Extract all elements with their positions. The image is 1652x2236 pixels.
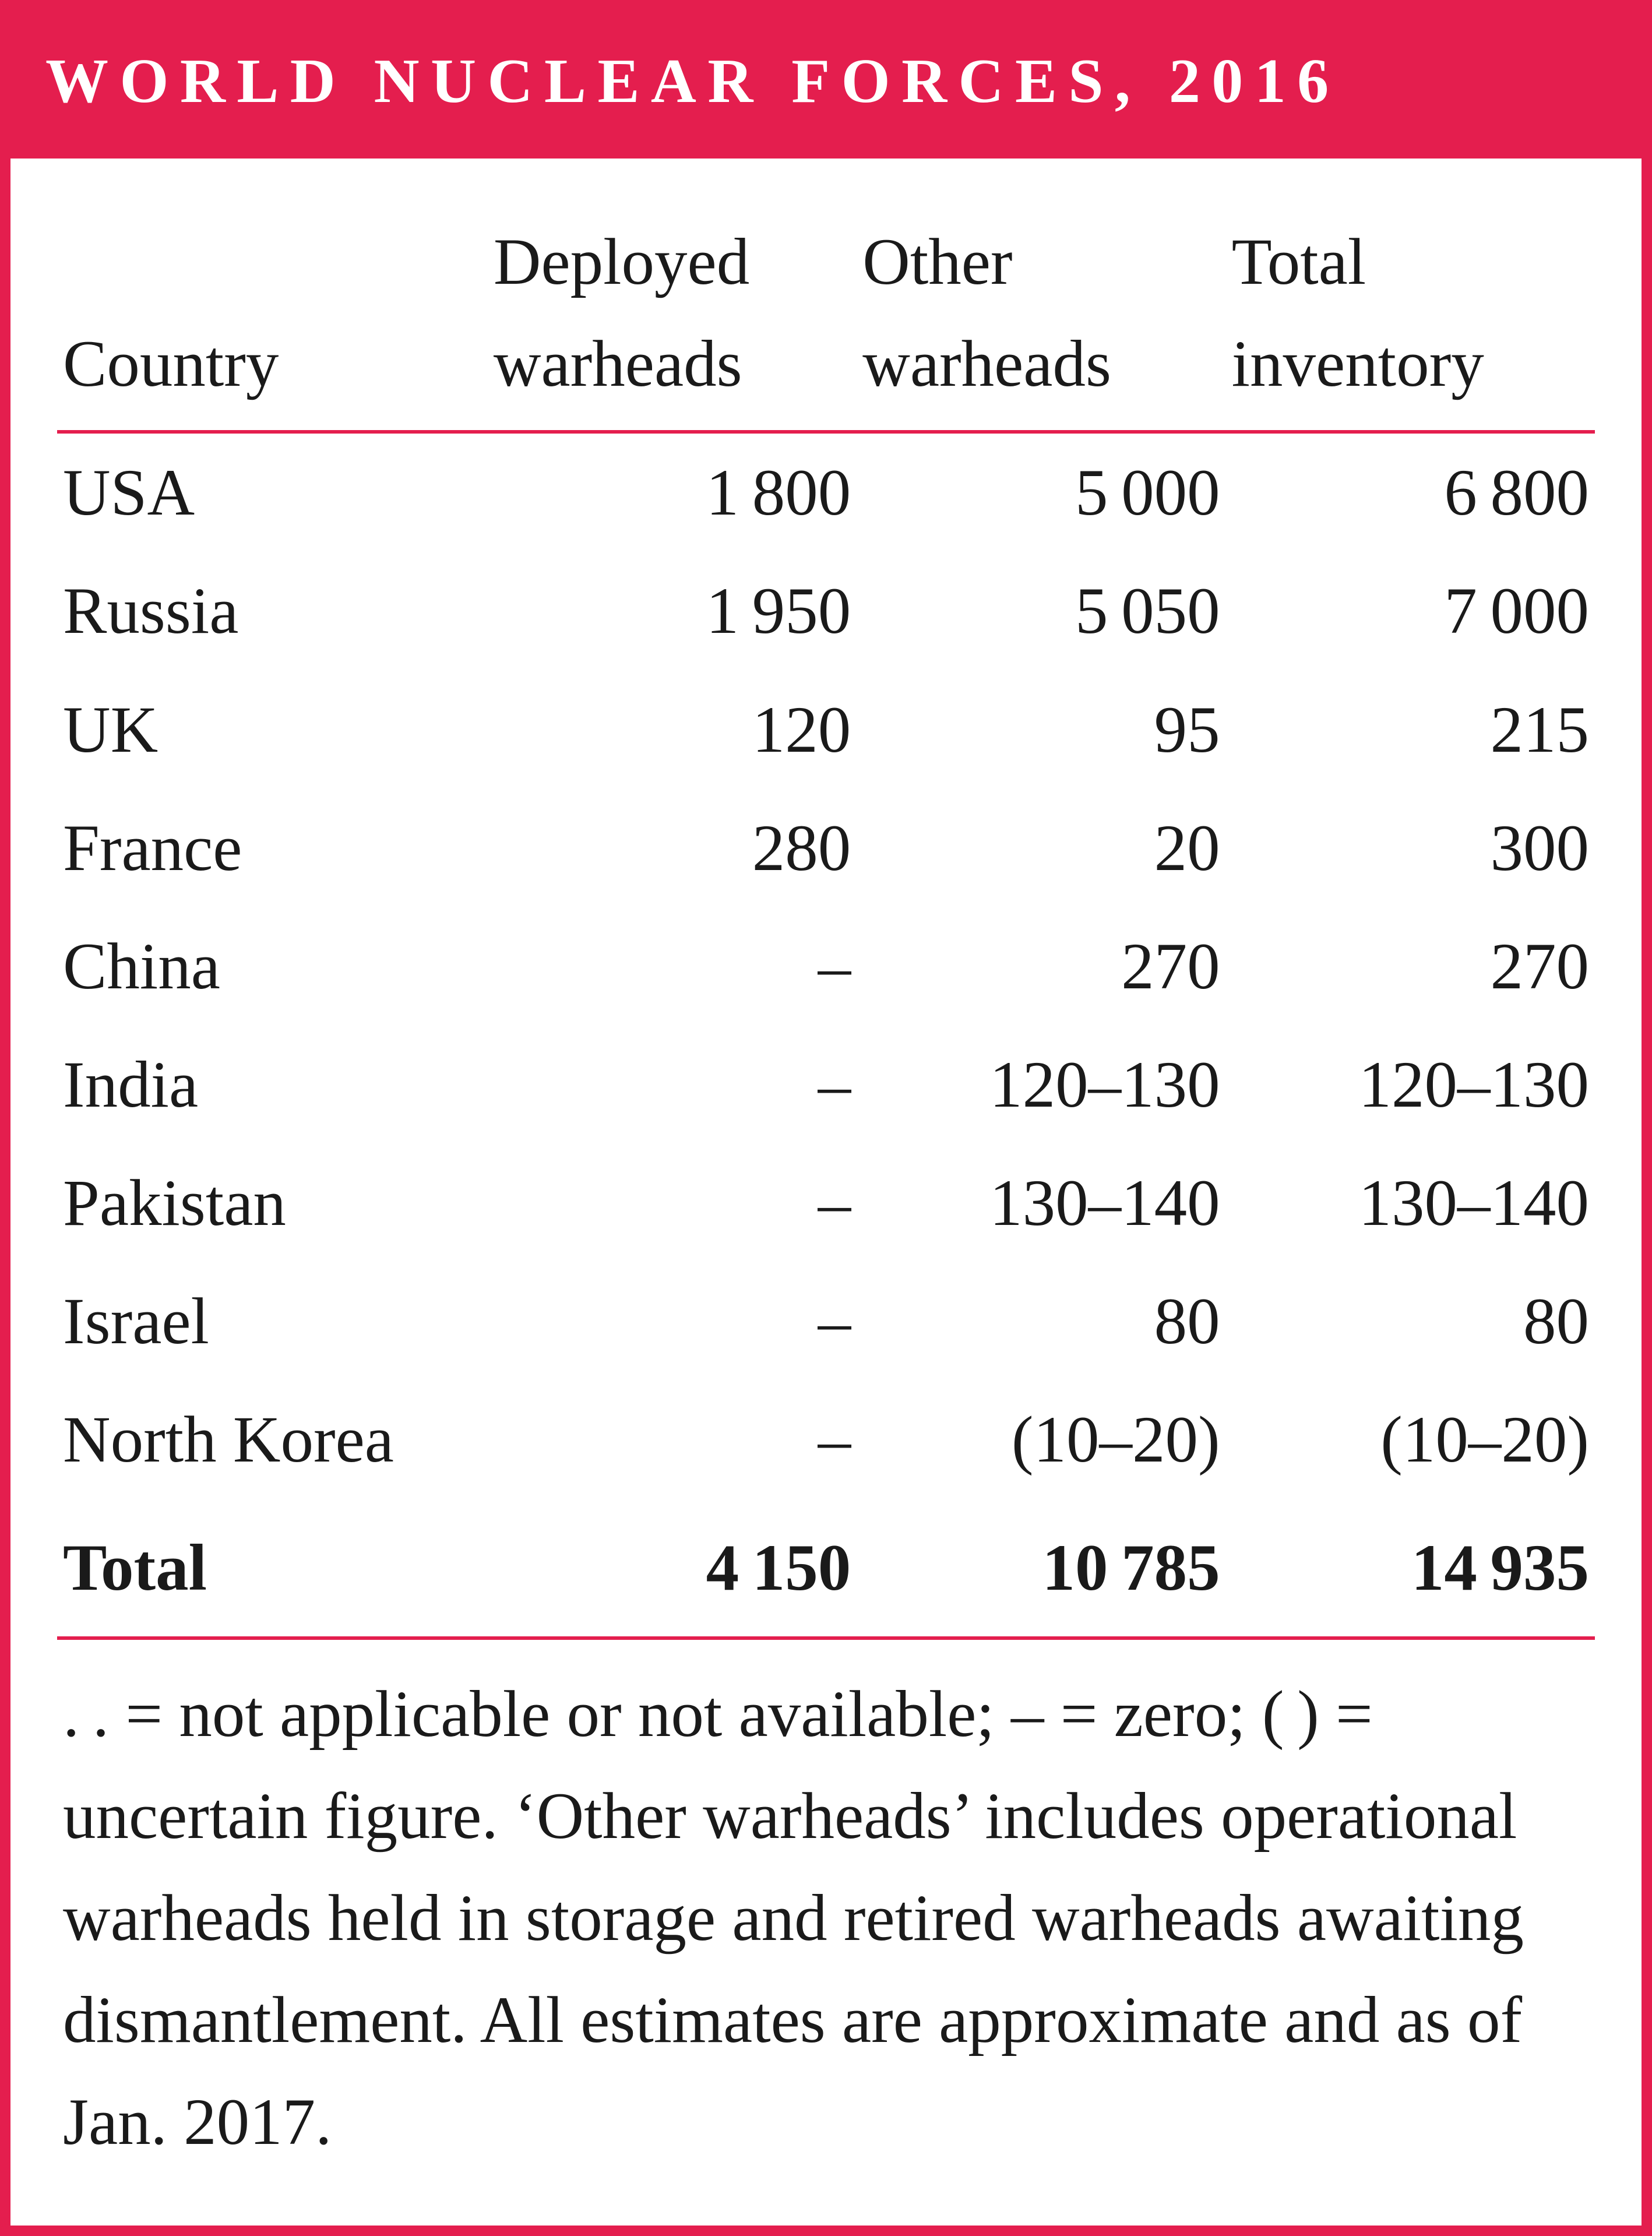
cell-total: 6 800	[1226, 432, 1595, 552]
cell-other: (10–20)	[857, 1381, 1225, 1499]
table-row: China – 270 270	[57, 907, 1595, 1026]
cell-country: China	[57, 907, 488, 1026]
table-row: Russia 1 950 5 050 7 000	[57, 552, 1595, 670]
nuclear-forces-table: Country Deployed warheads Other warheads…	[57, 205, 1595, 1640]
cell-country: Pakistan	[57, 1144, 488, 1262]
table-row: Pakistan – 130–140 130–140	[57, 1144, 1595, 1262]
cell-country: Total	[57, 1499, 488, 1638]
table-row: Israel – 80 80	[57, 1262, 1595, 1381]
cell-deployed: –	[488, 1262, 857, 1381]
cell-country: Israel	[57, 1262, 488, 1381]
cell-deployed: –	[488, 1026, 857, 1144]
cell-deployed: –	[488, 1144, 857, 1262]
cell-other: 130–140	[857, 1144, 1225, 1262]
cell-total: 215	[1226, 671, 1595, 789]
cell-total: 120–130	[1226, 1026, 1595, 1144]
table-header-row: Country Deployed warheads Other warheads…	[57, 205, 1595, 432]
nuclear-forces-card: WORLD NUCLEAR FORCES, 2016 Country Deplo…	[0, 0, 1652, 2236]
table-total-row: Total 4 150 10 785 14 935	[57, 1499, 1595, 1638]
cell-country: France	[57, 789, 488, 907]
card-content: Country Deployed warheads Other warheads…	[10, 159, 1642, 2226]
cell-total: 80	[1226, 1262, 1595, 1381]
table-row: North Korea – (10–20) (10–20)	[57, 1381, 1595, 1499]
cell-other: 5 000	[857, 432, 1225, 552]
col-country: Country	[57, 205, 488, 432]
cell-deployed: 4 150	[488, 1499, 857, 1638]
cell-other: 10 785	[857, 1499, 1225, 1638]
cell-deployed: 280	[488, 789, 857, 907]
cell-total: 7 000	[1226, 552, 1595, 670]
table-row: India – 120–130 120–130	[57, 1026, 1595, 1144]
cell-other: 120–130	[857, 1026, 1225, 1144]
cell-other: 270	[857, 907, 1225, 1026]
cell-country: India	[57, 1026, 488, 1144]
cell-total: 14 935	[1226, 1499, 1595, 1638]
card-title: WORLD NUCLEAR FORCES, 2016	[10, 10, 1642, 159]
cell-total: 130–140	[1226, 1144, 1595, 1262]
cell-other: 20	[857, 789, 1225, 907]
cell-deployed: 1 800	[488, 432, 857, 552]
table-footnote: . . = not applicable or not available; –…	[57, 1640, 1595, 2191]
table-row: UK 120 95 215	[57, 671, 1595, 789]
col-total: Total inventory	[1226, 205, 1595, 432]
table-row: France 280 20 300	[57, 789, 1595, 907]
cell-country: USA	[57, 432, 488, 552]
cell-other: 5 050	[857, 552, 1225, 670]
cell-country: Russia	[57, 552, 488, 670]
cell-country: North Korea	[57, 1381, 488, 1499]
cell-deployed: 1 950	[488, 552, 857, 670]
col-deployed: Deployed warheads	[488, 205, 857, 432]
cell-deployed: –	[488, 1381, 857, 1499]
cell-total: 300	[1226, 789, 1595, 907]
cell-total: (10–20)	[1226, 1381, 1595, 1499]
cell-deployed: 120	[488, 671, 857, 789]
cell-deployed: –	[488, 907, 857, 1026]
cell-country: UK	[57, 671, 488, 789]
table-body: USA 1 800 5 000 6 800 Russia 1 950 5 050…	[57, 432, 1595, 1638]
table-row: USA 1 800 5 000 6 800	[57, 432, 1595, 552]
col-other: Other warheads	[857, 205, 1225, 432]
cell-other: 95	[857, 671, 1225, 789]
cell-other: 80	[857, 1262, 1225, 1381]
cell-total: 270	[1226, 907, 1595, 1026]
